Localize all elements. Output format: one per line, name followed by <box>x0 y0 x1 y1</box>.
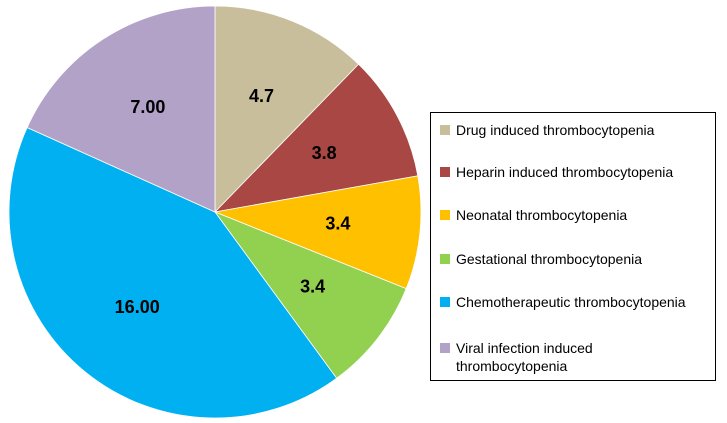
legend-item: Drug induced thrombocytopenia <box>440 121 705 139</box>
legend-label: Neonatal thrombocytopenia <box>456 207 628 223</box>
legend-item: Gestational thrombocytopenia <box>440 250 705 268</box>
legend: Drug induced thrombocytopenia Heparin ind… <box>430 112 716 381</box>
pie-slice <box>213 175 422 290</box>
pie-slice <box>213 63 419 213</box>
legend-item: Viral infection induced thrombocytopenia <box>440 339 705 375</box>
legend-label: Drug induced thrombocytopenia <box>456 122 655 138</box>
pie-slice <box>8 127 338 419</box>
legend-swatch <box>440 125 450 135</box>
legend-swatch <box>440 297 450 307</box>
slice-data-label: 3.8 <box>312 143 337 163</box>
slice-data-label: 3.4 <box>325 213 350 233</box>
legend-swatch <box>440 210 450 220</box>
legend-label: Gestational thrombocytopenia <box>456 251 642 267</box>
slice-data-label: 3.4 <box>300 277 325 297</box>
pie-slice <box>213 211 407 379</box>
legend-item: Chemotherapeutic thrombocytopenia <box>440 293 705 311</box>
legend-label: Heparin induced thrombocytopenia <box>456 164 674 180</box>
pie-slice <box>214 5 360 213</box>
legend-swatch <box>440 167 450 177</box>
legend-swatch <box>440 343 450 353</box>
slice-data-label: 4.7 <box>249 86 274 106</box>
legend-item: Neonatal thrombocytopenia <box>440 206 705 224</box>
legend-swatch <box>440 254 450 264</box>
slice-data-label: 16.00 <box>115 297 160 317</box>
slice-data-label: 7.00 <box>130 97 165 117</box>
pie-slice <box>26 5 216 213</box>
pie-svg: 4.7 3.8 3.4 3.4 16.00 7.00 <box>8 5 422 419</box>
legend-item: Heparin induced thrombocytopenia <box>440 163 705 181</box>
legend-label: Chemotherapeutic thrombocytopenia <box>456 294 686 310</box>
legend-label: Viral infection induced thrombocytopenia <box>456 340 593 374</box>
